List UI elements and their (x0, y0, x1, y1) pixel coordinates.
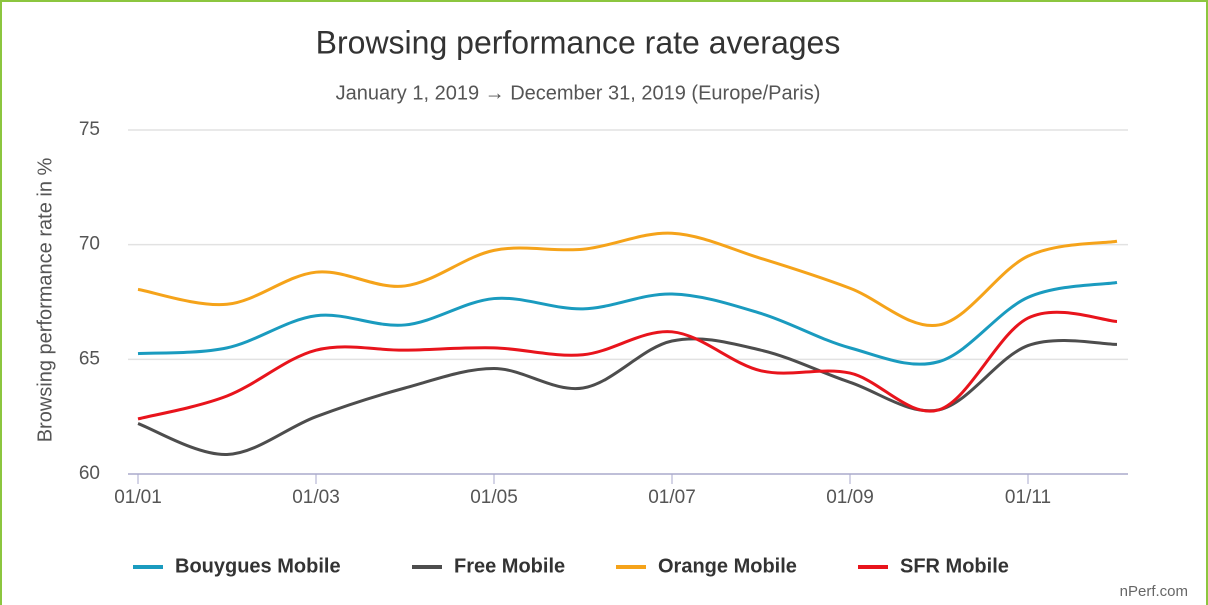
chart-title: Browsing performance rate averages (316, 24, 841, 60)
credit: nPerf.com (1120, 583, 1188, 600)
x-tick-label: 01/03 (292, 487, 340, 508)
x-tick-label: 01/01 (114, 487, 162, 508)
series-line (137, 231, 1118, 328)
y-tick-label: 60 (79, 463, 100, 484)
y-axis-title: Browsing performance rate in % (34, 158, 56, 443)
series-line (137, 281, 1118, 366)
y-tick-label: 65 (79, 348, 100, 369)
legend-label: SFR Mobile (900, 555, 1009, 577)
legend-label: Orange Mobile (658, 555, 797, 577)
y-tick-label: 70 (79, 234, 100, 255)
x-tick-label: 01/11 (1005, 487, 1051, 508)
series-line (137, 310, 1118, 421)
y-tick-label: 75 (79, 119, 100, 140)
series-line (137, 337, 1118, 457)
x-tick-label: 01/05 (470, 487, 518, 508)
legend-label: Bouygues Mobile (175, 555, 341, 577)
chart-subtitle: January 1, 2019 → December 31, 2019 (Eur… (336, 82, 821, 104)
x-tick-label: 01/09 (826, 487, 874, 508)
legend-label: Free Mobile (454, 555, 565, 577)
x-tick-label: 01/07 (648, 487, 696, 508)
